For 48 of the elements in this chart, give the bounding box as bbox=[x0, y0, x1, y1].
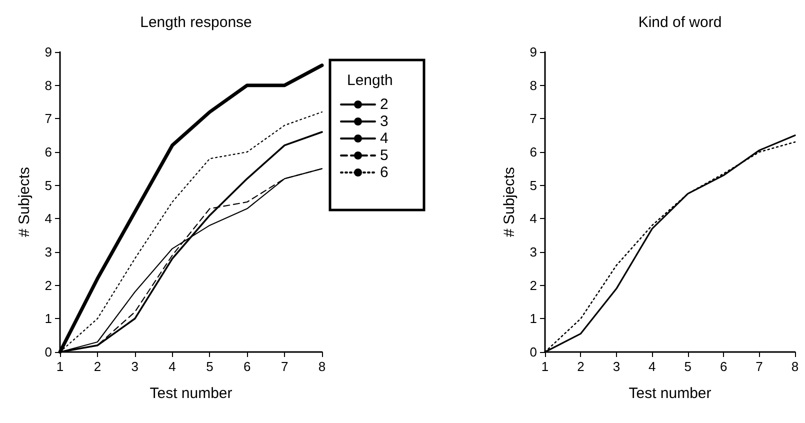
y-tick-label: 8 bbox=[530, 78, 537, 93]
y-tick-label: 2 bbox=[530, 278, 537, 293]
y-tick-label: 5 bbox=[530, 178, 537, 193]
x-axis-title: Test number bbox=[150, 385, 232, 402]
x-tick-label: 2 bbox=[94, 359, 102, 374]
x-tick-label: 5 bbox=[206, 359, 214, 374]
x-tick-label: 8 bbox=[791, 359, 799, 374]
y-tick-label: 7 bbox=[530, 111, 537, 126]
y-tick-label: 0 bbox=[530, 344, 537, 360]
legend-label: 2 bbox=[380, 96, 388, 113]
x-tick-label: 6 bbox=[244, 359, 251, 374]
x-tick-label: 4 bbox=[648, 359, 656, 374]
y-tick-label: 3 bbox=[530, 244, 537, 260]
y-tick-label: 1 bbox=[44, 311, 52, 326]
legend-label: 6 bbox=[380, 164, 388, 181]
legend-label: 4 bbox=[380, 130, 388, 147]
y-tick-label: 4 bbox=[530, 211, 537, 226]
x-tick-label: 3 bbox=[612, 359, 620, 374]
chart-title: Kind of word bbox=[638, 14, 722, 31]
y-tick-label: 3 bbox=[44, 244, 52, 260]
legend-label: 3 bbox=[380, 113, 388, 130]
y-tick-label: 9 bbox=[530, 44, 537, 60]
x-tick-label: 7 bbox=[280, 359, 288, 374]
y-tick-label: 0 bbox=[44, 344, 52, 360]
y-tick-label: 7 bbox=[44, 111, 52, 126]
y-tick-label: 4 bbox=[44, 211, 52, 226]
x-axis-title: Test number bbox=[628, 385, 712, 402]
x-tick-label: 1 bbox=[56, 359, 64, 374]
legend-title: Length bbox=[347, 72, 393, 89]
y-tick-label: 6 bbox=[530, 144, 537, 160]
x-tick-label: 6 bbox=[720, 359, 728, 374]
chart-title: Length response bbox=[140, 14, 252, 31]
x-tick-label: 1 bbox=[541, 359, 549, 374]
x-tick-label: 5 bbox=[684, 359, 692, 374]
y-axis-title: # Subjects bbox=[16, 166, 33, 238]
y-axis-title: # Subjects bbox=[501, 166, 518, 238]
x-tick-label: 2 bbox=[577, 359, 584, 374]
x-tick-label: 3 bbox=[131, 359, 138, 374]
y-tick-label: 5 bbox=[44, 178, 52, 193]
x-tick-label: 7 bbox=[756, 359, 763, 374]
y-tick-label: 1 bbox=[530, 311, 537, 326]
y-tick-label: 6 bbox=[44, 144, 52, 160]
x-tick-label: 4 bbox=[168, 359, 176, 374]
x-tick-label: 8 bbox=[318, 359, 326, 374]
y-tick-label: 2 bbox=[44, 278, 52, 293]
legend-label: 5 bbox=[380, 147, 388, 164]
y-tick-label: 9 bbox=[44, 44, 52, 60]
y-tick-label: 8 bbox=[44, 78, 52, 93]
